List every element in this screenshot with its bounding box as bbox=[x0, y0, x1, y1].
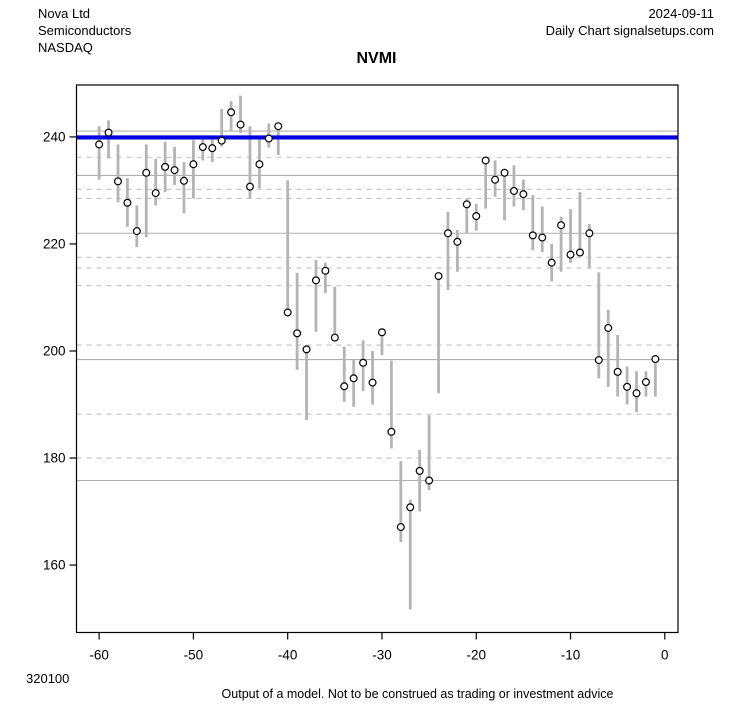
axes: 240 220 200 180 160 -60 -50 -40 -30 -20 -10 0 bbox=[43, 129, 669, 662]
footer-disclaimer: Output of a model. Not to be construed a… bbox=[221, 687, 614, 701]
x-tick-label: -20 bbox=[466, 648, 486, 663]
header-right: 2024-09-11 Daily Chart signalsetups.com bbox=[546, 5, 714, 39]
footer-code: 320100 bbox=[26, 671, 70, 686]
x-tick-label: 0 bbox=[661, 648, 669, 663]
y-tick-label: 160 bbox=[43, 558, 66, 573]
y-tick-label: 240 bbox=[43, 129, 66, 144]
x-tick-label: -40 bbox=[278, 648, 298, 663]
chart-source: Daily Chart signalsetups.com bbox=[545, 23, 714, 38]
header-left: Nova Ltd Semiconductors NASDAQ bbox=[38, 5, 131, 56]
x-tick-label: -30 bbox=[372, 648, 392, 663]
close-circles bbox=[95, 108, 660, 532]
x-tick-label: -60 bbox=[89, 648, 109, 663]
x-tick-label: -10 bbox=[561, 648, 581, 663]
company-name: Nova Ltd bbox=[38, 6, 91, 21]
chart-date: 2024-09-11 bbox=[648, 6, 714, 21]
hl-bars bbox=[97, 95, 657, 610]
company-sector: Semiconductors bbox=[38, 23, 132, 38]
y-tick-label: 220 bbox=[43, 236, 66, 251]
company-exchange: NASDAQ bbox=[38, 40, 93, 55]
gridlines bbox=[76, 130, 678, 482]
y-tick-label: 180 bbox=[43, 451, 66, 466]
plot-border bbox=[75, 84, 679, 634]
x-tick-label: -50 bbox=[184, 648, 204, 663]
y-tick-label: 200 bbox=[43, 343, 66, 358]
chart-title: NVMI bbox=[356, 50, 397, 67]
